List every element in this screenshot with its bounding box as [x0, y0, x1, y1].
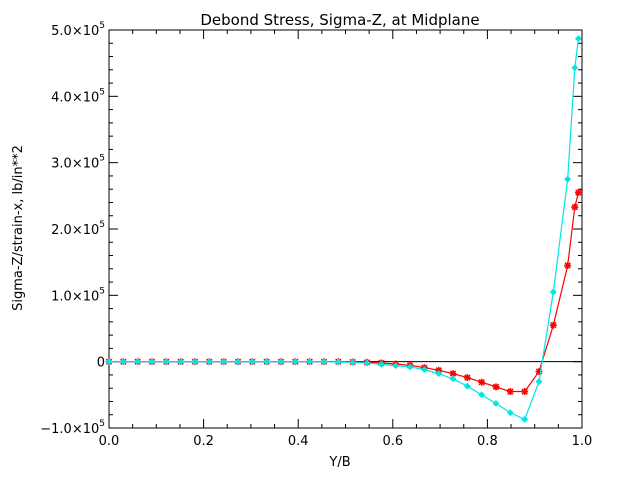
series-1-point [521, 388, 529, 396]
series-2-point [191, 358, 199, 366]
x-tick-label: 0.6 [382, 434, 403, 449]
series-2-point [148, 358, 156, 366]
y-axis-label: Sigma-Z/strain-x, lb/in**2 [11, 145, 26, 311]
series-2-point [119, 358, 127, 366]
series-2-point [248, 358, 256, 366]
series-1-point [574, 189, 582, 197]
series-2-point [506, 409, 514, 417]
series-2-point [277, 358, 285, 366]
series-2-point [574, 35, 582, 43]
x-tick-label: 0.2 [193, 434, 214, 449]
y-tick-label: 1.0×105 [51, 286, 105, 304]
series-1-point [492, 383, 500, 391]
series-2-point [134, 358, 142, 366]
x-tick-label: 0.4 [288, 434, 309, 449]
x-tick-label: 0.8 [477, 434, 498, 449]
y-tick-label: 0 [97, 356, 105, 371]
series-2-point [435, 370, 443, 378]
series-2-point [521, 415, 529, 423]
series-2-point [105, 358, 113, 366]
series-2-point [220, 358, 228, 366]
series-2-point [564, 175, 572, 183]
series-2-point [478, 391, 486, 399]
chart-title: Debond Stress, Sigma-Z, at Midplane [200, 11, 479, 29]
x-tick-label: 0.0 [99, 434, 120, 449]
y-tick-label: 2.0×105 [51, 220, 105, 238]
series-2-point [334, 358, 342, 366]
plot-area: 0.0 0.2 0.4 0.6 0.8 1.0 −1.0×105 0 1.0×105 2.0×10… [40, 21, 592, 449]
series-2-point [234, 358, 242, 366]
series-1-point [549, 321, 557, 329]
series-2-point [291, 358, 299, 366]
series-1-point [449, 370, 457, 378]
series-2-point [492, 399, 500, 408]
series-2-point [406, 363, 414, 371]
series-1-point [463, 374, 471, 382]
series-1-point [478, 378, 486, 386]
series-2-point [463, 382, 471, 390]
series-2-point [549, 288, 557, 296]
y-tick-label: 3.0×105 [51, 154, 105, 172]
series-2-point [535, 378, 543, 386]
x-axis-label: Y/B [328, 455, 350, 470]
x-tick-label: 1.0 [572, 434, 593, 449]
series-2-point [320, 358, 328, 366]
series-1-point [564, 261, 572, 269]
y-tick-label: 4.0×105 [51, 87, 105, 105]
series-1-point [571, 203, 579, 211]
series-2-point [449, 375, 457, 383]
series-2-point [162, 358, 170, 366]
series-2-point [263, 358, 271, 366]
series-2-point [306, 358, 314, 366]
series-2-point [392, 362, 400, 370]
series-2-point [177, 358, 185, 366]
y-tick-label: −1.0×105 [40, 419, 105, 437]
series-2-point [420, 366, 428, 374]
series-2-point [363, 359, 371, 367]
series-2-point [377, 360, 385, 368]
series-2-point [349, 358, 357, 366]
series-1-point [506, 388, 514, 396]
y-tick-label: 5.0×105 [51, 21, 105, 39]
series-2-point [205, 358, 213, 366]
series-2-point [571, 64, 579, 72]
